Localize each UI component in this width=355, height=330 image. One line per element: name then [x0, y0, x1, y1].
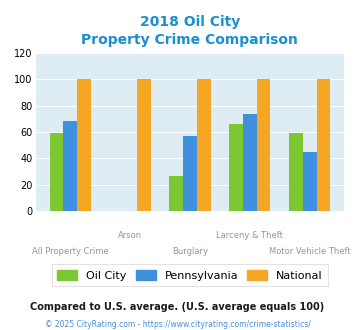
Text: Motor Vehicle Theft: Motor Vehicle Theft — [269, 247, 350, 256]
Bar — [243, 114, 257, 211]
Bar — [197, 79, 211, 211]
Bar — [137, 79, 151, 211]
Bar — [257, 79, 271, 211]
Text: © 2025 CityRating.com - https://www.cityrating.com/crime-statistics/: © 2025 CityRating.com - https://www.city… — [45, 320, 310, 329]
Text: Burglary: Burglary — [172, 247, 208, 256]
Bar — [169, 176, 183, 211]
Text: Compared to U.S. average. (U.S. average equals 100): Compared to U.S. average. (U.S. average … — [31, 302, 324, 312]
Bar — [229, 124, 243, 211]
Bar — [289, 133, 303, 211]
Text: Arson: Arson — [118, 231, 142, 240]
Title: 2018 Oil City
Property Crime Comparison: 2018 Oil City Property Crime Comparison — [82, 15, 298, 48]
Bar — [77, 79, 91, 211]
Text: Larceny & Theft: Larceny & Theft — [216, 231, 283, 240]
Bar — [50, 133, 63, 211]
Bar — [317, 79, 330, 211]
Bar — [303, 152, 317, 211]
Legend: Oil City, Pennsylvania, National: Oil City, Pennsylvania, National — [52, 264, 328, 286]
Bar — [183, 136, 197, 211]
Bar — [63, 121, 77, 211]
Text: All Property Crime: All Property Crime — [32, 247, 109, 256]
